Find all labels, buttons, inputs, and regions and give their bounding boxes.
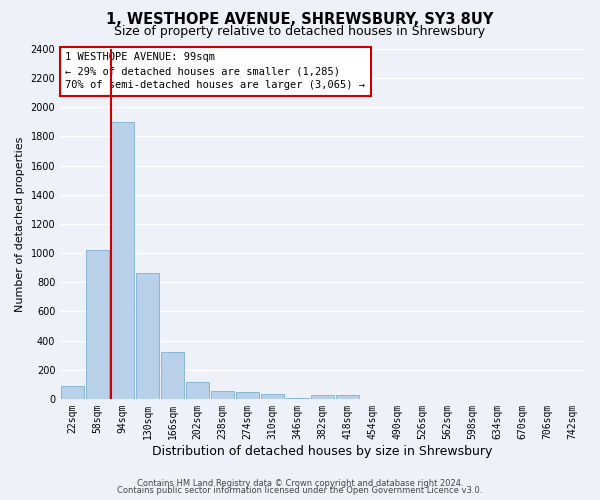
Bar [61, 386, 84, 399]
X-axis label: Distribution of detached houses by size in Shrewsbury: Distribution of detached houses by size … [152, 444, 493, 458]
Bar [236, 392, 259, 399]
Bar [286, 398, 309, 399]
Bar [337, 395, 359, 399]
Bar [187, 382, 209, 399]
Bar [211, 391, 234, 399]
Text: 1, WESTHOPE AVENUE, SHREWSBURY, SY3 8UY: 1, WESTHOPE AVENUE, SHREWSBURY, SY3 8UY [106, 12, 494, 28]
Bar [136, 274, 159, 399]
Bar [262, 394, 284, 399]
Bar [311, 395, 334, 399]
Bar [86, 250, 109, 399]
Text: Contains HM Land Registry data © Crown copyright and database right 2024.: Contains HM Land Registry data © Crown c… [137, 478, 463, 488]
Text: 1 WESTHOPE AVENUE: 99sqm
← 29% of detached houses are smaller (1,285)
70% of sem: 1 WESTHOPE AVENUE: 99sqm ← 29% of detach… [65, 52, 365, 90]
Y-axis label: Number of detached properties: Number of detached properties [15, 136, 25, 312]
Text: Size of property relative to detached houses in Shrewsbury: Size of property relative to detached ho… [115, 25, 485, 38]
Bar [161, 352, 184, 399]
Bar [112, 122, 134, 399]
Text: Contains public sector information licensed under the Open Government Licence v3: Contains public sector information licen… [118, 486, 482, 495]
